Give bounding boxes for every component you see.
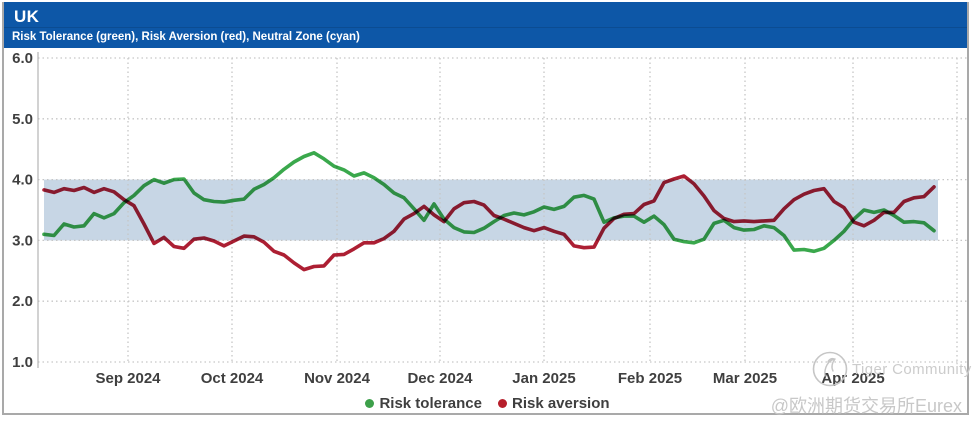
chart-legend: Risk tolerance Risk aversion — [0, 395, 975, 412]
risk-tolerance-dot-icon — [365, 399, 375, 408]
legend-label-risk-aversion: Risk aversion — [511, 395, 610, 412]
watermark-handle-text: @欧洲期货交易所Eurex — [770, 396, 962, 416]
page-title: UK — [14, 7, 40, 26]
watermark-brand-text: Tiger Community — [852, 361, 972, 378]
legend-item-risk-aversion: Risk aversion — [497, 395, 610, 412]
chart-subtitle: Risk Tolerance (green), Risk Aversion (r… — [4, 27, 967, 43]
chart-header: UK Risk Tolerance (green), Risk Aversion… — [4, 2, 967, 48]
risk-aversion-dot-icon — [497, 399, 507, 408]
tiger-logo-icon — [812, 351, 848, 387]
legend-label-risk-tolerance: Risk tolerance — [379, 395, 482, 412]
legend-item-risk-tolerance: Risk tolerance — [365, 395, 482, 412]
